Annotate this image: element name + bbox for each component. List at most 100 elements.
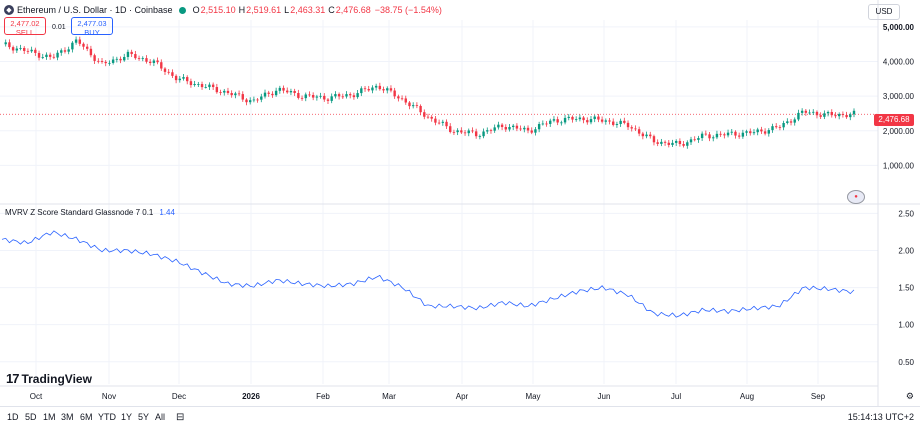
- clock[interactable]: 15:14:13 UTC+2: [847, 412, 914, 422]
- candle-body: [334, 94, 337, 97]
- candle-body: [708, 134, 711, 139]
- candle-body: [234, 93, 237, 96]
- time-axis-label: 2026: [242, 392, 260, 401]
- candle-body: [126, 51, 130, 57]
- candle-body: [137, 58, 141, 59]
- timeframe-1m[interactable]: 1M: [43, 412, 56, 422]
- buy-label: BUY: [84, 28, 100, 37]
- timeframe-5y[interactable]: 5Y: [138, 412, 150, 422]
- close-key: C: [328, 5, 335, 15]
- candle-body: [34, 49, 37, 53]
- timeframe-6m[interactable]: 6M: [80, 412, 93, 422]
- candle-body: [756, 129, 759, 133]
- sell-label: SELL: [15, 28, 35, 37]
- timeframe-5d[interactable]: 5D: [25, 412, 37, 422]
- candle-body: [48, 54, 52, 57]
- candle-body: [800, 110, 804, 113]
- timeframe-1d[interactable]: 1D: [7, 412, 19, 422]
- candle-body: [623, 120, 626, 123]
- candle-body: [30, 49, 33, 52]
- candle-body: [604, 120, 608, 122]
- candle-body: [200, 84, 204, 88]
- candle-body: [8, 42, 11, 48]
- candle-body: [656, 142, 659, 144]
- low-key: L: [284, 5, 290, 15]
- candle-body: [237, 93, 241, 95]
- candle-body: [678, 140, 682, 145]
- candle-body: [223, 90, 226, 93]
- candle-body: [823, 113, 826, 117]
- candle-body: [697, 138, 700, 140]
- candle-body: [582, 117, 585, 121]
- candle-body: [430, 116, 433, 119]
- candle-body: [4, 42, 7, 45]
- candle-body: [230, 93, 233, 96]
- settings-gear-icon[interactable]: ⚙: [905, 391, 914, 401]
- candle-body: [315, 96, 319, 98]
- currency-button[interactable]: USD: [868, 4, 900, 20]
- symbol-header: ◆ Ethereum / U.S. Dollar · 1D · Coinbase…: [4, 3, 442, 17]
- candle-body: [19, 47, 22, 49]
- indicator-legend[interactable]: MVRV Z Score Standard Glassnode 7 0.1 1.4…: [5, 208, 175, 217]
- candle-body: [734, 131, 737, 136]
- candle-body: [111, 59, 115, 63]
- price-axis-label: 5,000.00: [883, 23, 915, 32]
- candle-body: [71, 42, 74, 50]
- tradingview-logo[interactable]: 17 TradingView: [6, 371, 92, 386]
- candle-body: [186, 77, 189, 82]
- mvrv-axis-label: 0.50: [898, 358, 914, 367]
- candle-body: [593, 116, 596, 120]
- candle-body: [45, 54, 48, 58]
- candle-body: [523, 127, 526, 130]
- sell-button[interactable]: 2,477.02 SELL: [4, 17, 46, 37]
- candle-body: [467, 130, 470, 134]
- candle-body: [286, 90, 289, 93]
- candle-body: [804, 110, 808, 113]
- candle-body: [771, 126, 774, 131]
- candle-body: [119, 58, 122, 61]
- mvrv-axis-label: 1.00: [898, 321, 914, 330]
- timeframe-3m[interactable]: 3M: [61, 412, 74, 422]
- symbol-title[interactable]: Ethereum / U.S. Dollar · 1D · Coinbase: [17, 5, 173, 15]
- candle-body: [497, 124, 500, 128]
- timeframe-ytd[interactable]: YTD: [98, 412, 116, 422]
- candle-body: [282, 87, 285, 91]
- candle-body: [411, 105, 415, 107]
- candle-body: [393, 90, 396, 97]
- candle-body: [100, 60, 104, 62]
- candle-body: [660, 141, 663, 144]
- sell-price: 2,477.02: [10, 19, 40, 28]
- candle-body: [349, 94, 352, 96]
- candle-body: [700, 133, 704, 139]
- candle-body: [478, 136, 482, 137]
- candle-body: [193, 84, 196, 86]
- candle-body: [571, 116, 574, 120]
- timeframe-all[interactable]: All: [155, 412, 166, 422]
- candle-body: [304, 94, 307, 99]
- candle-body: [371, 87, 374, 91]
- candle-body: [767, 130, 770, 134]
- mvrv-line: [1, 230, 855, 318]
- indicator-value: 1.44: [159, 208, 175, 217]
- open-value: 2,515.10: [200, 5, 236, 15]
- candle-body: [489, 130, 493, 132]
- candle-body: [330, 96, 333, 101]
- candle-body: [389, 88, 393, 91]
- time-axis-label: Dec: [172, 392, 186, 401]
- time-axis-label: May: [525, 392, 540, 401]
- date-range-icon[interactable]: ⊟: [176, 412, 185, 423]
- candle-body: [504, 127, 507, 130]
- indicator-title[interactable]: MVRV Z Score Standard Glassnode 7 0.1: [5, 208, 154, 217]
- event-icon[interactable]: ●: [847, 190, 865, 204]
- time-axis-label: Feb: [316, 392, 330, 401]
- candle-body: [645, 134, 648, 137]
- candle-body: [778, 127, 782, 128]
- candle-body: [556, 119, 559, 123]
- candle-body: [23, 47, 26, 51]
- mvrv-axis-label: 1.50: [898, 284, 914, 293]
- candle-body: [830, 111, 833, 116]
- timeframe-1y[interactable]: 1Y: [121, 412, 133, 422]
- buy-button[interactable]: 2,477.03 BUY: [71, 17, 113, 37]
